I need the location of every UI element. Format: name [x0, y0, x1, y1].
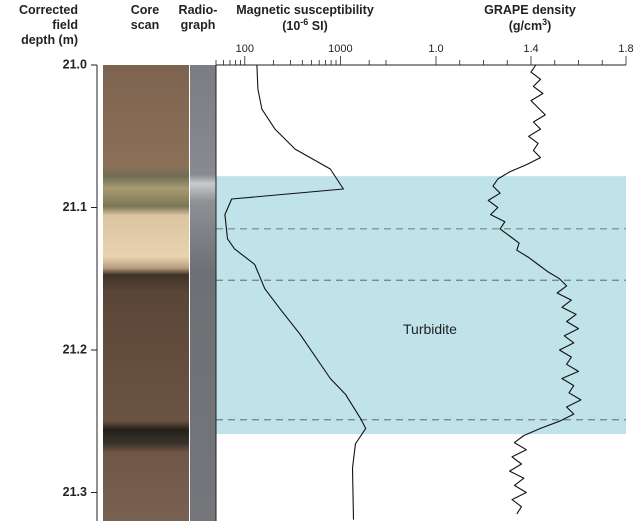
x-tick-label: 1000	[328, 43, 352, 55]
unit-exponent: -6	[300, 17, 308, 27]
y-tick-label: 21.0	[63, 57, 87, 71]
track-curve	[487, 64, 582, 515]
radiograph-image	[190, 65, 216, 521]
track-unit: (10-6 SI)	[282, 17, 328, 33]
track-title: GRAPE density	[484, 3, 576, 17]
depth-header: depth (m)	[21, 33, 78, 47]
unit-prefix: (g/cm	[509, 19, 542, 33]
track-title: Magnetic susceptibility	[236, 3, 374, 17]
y-tick-label: 21.2	[63, 342, 87, 356]
core-scan-header: scan	[131, 18, 160, 32]
annotation-label: Turbidite	[403, 321, 457, 337]
track-unit: (g/cm3)	[509, 17, 552, 33]
headers: Corrected field depth (m) Core scan Radi…	[19, 3, 217, 47]
x-tick-label: 1.8	[618, 43, 633, 55]
radiograph-header: Radio-	[179, 3, 218, 17]
turbidite-zone	[216, 176, 626, 435]
unit-prefix: (10	[282, 19, 300, 33]
track-curve	[224, 64, 367, 520]
unit-suffix: SI)	[308, 19, 327, 33]
unit-exponent: 3	[542, 17, 547, 27]
depth-header: Corrected	[19, 3, 78, 17]
x-tick-label: 1.4	[523, 43, 538, 55]
y-tick-label: 21.3	[63, 485, 87, 499]
unit-suffix: )	[547, 19, 551, 33]
y-tick-label: 21.1	[63, 200, 87, 214]
radiograph-header: graph	[181, 18, 216, 32]
depth-header: field	[52, 18, 78, 32]
core-scan-header: Core	[131, 3, 160, 17]
x-tick-label: 100	[236, 43, 254, 55]
core-scan-image	[103, 65, 189, 521]
x-tick-label: 1.0	[428, 43, 443, 55]
